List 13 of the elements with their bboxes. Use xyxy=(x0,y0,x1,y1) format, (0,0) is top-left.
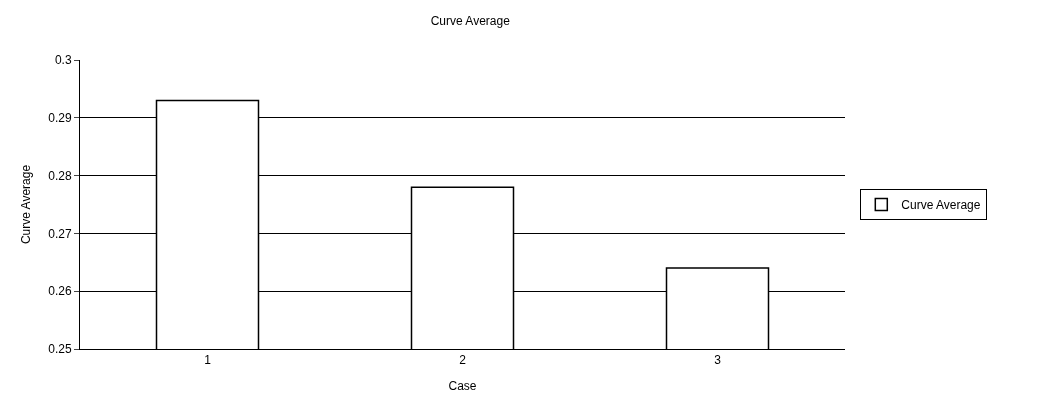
chart-title: Curve Average xyxy=(430,14,511,29)
x-tick-label: 1 xyxy=(204,353,212,368)
y-tick-label: 0.27 xyxy=(48,226,72,241)
y-tick-label: 0.25 xyxy=(48,342,72,357)
x-tick-label: 3 xyxy=(714,353,722,368)
legend-label: Curve Average xyxy=(901,198,981,213)
y-tick-label: 0.26 xyxy=(48,284,72,299)
y-tick-label: 0.28 xyxy=(48,168,72,183)
x-tick-label: 2 xyxy=(459,353,467,368)
y-tick-label: 0.29 xyxy=(48,111,72,125)
y-tick-label: 0.3 xyxy=(54,53,72,68)
x-axis-title: Case xyxy=(448,379,477,394)
y-axis-title: Curve Average xyxy=(18,164,33,245)
